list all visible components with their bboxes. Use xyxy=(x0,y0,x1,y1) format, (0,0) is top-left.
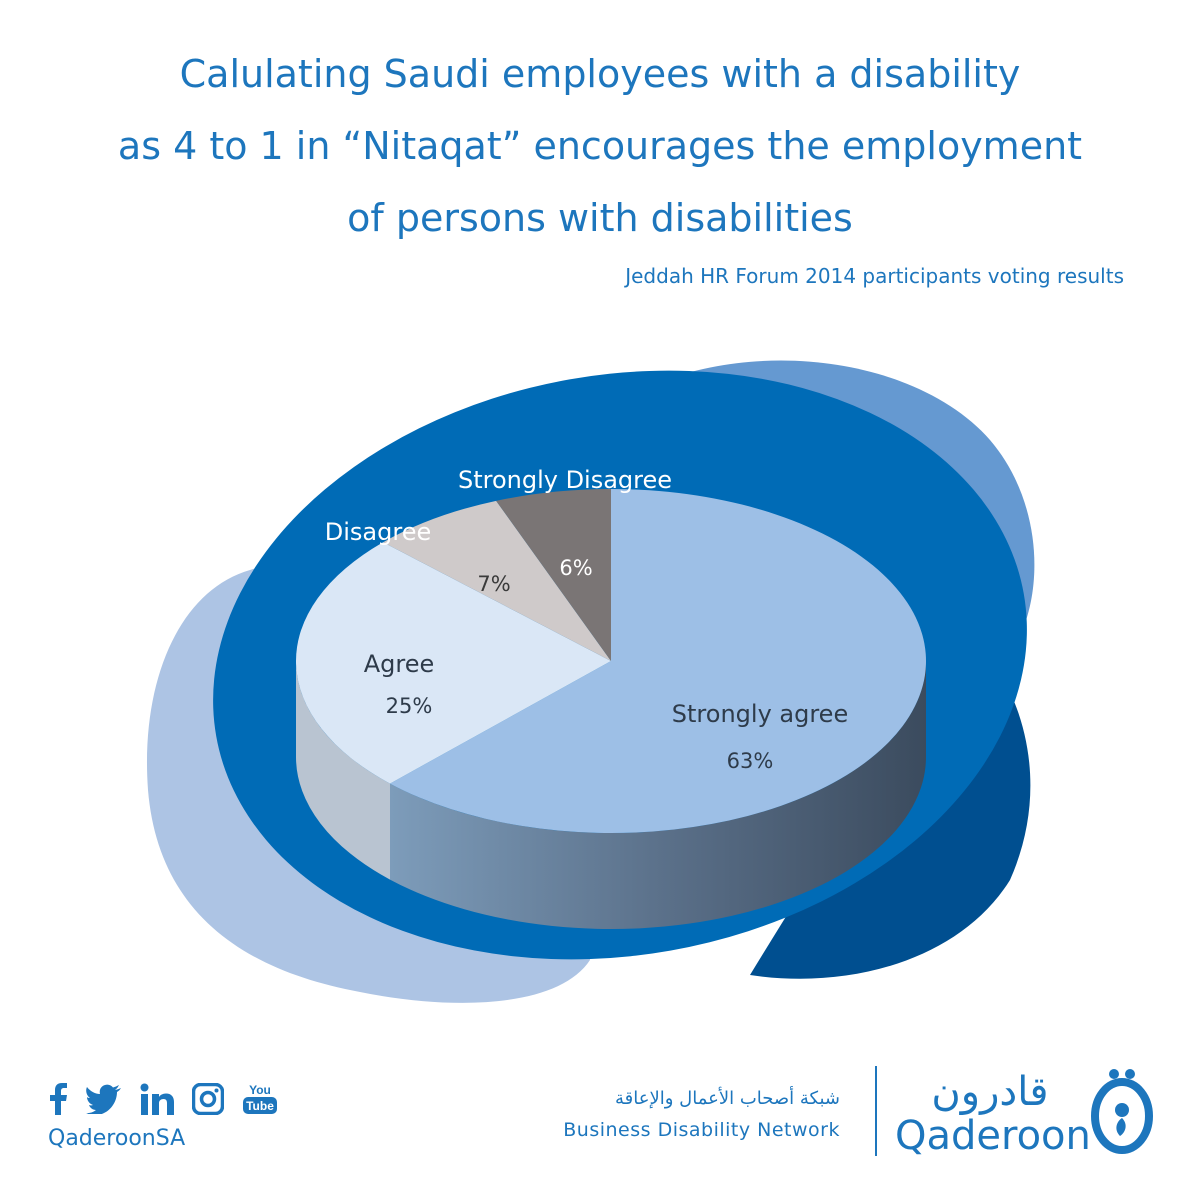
social-handle: QaderoonSA xyxy=(48,1126,186,1151)
linkedin-icon[interactable] xyxy=(140,1083,174,1115)
pie-group: Strongly agree 63% Agree 25% Disagree 7% Stron… xyxy=(296,466,927,929)
pie-slice-strongly-agree xyxy=(390,489,927,833)
network-name: شبكة أصحاب الأعمال والإعاقة Business Dis… xyxy=(540,1088,840,1141)
slice-label-3: Strongly Disagree xyxy=(458,466,672,494)
pie-slice-strongly-disagree xyxy=(496,489,611,661)
footer-divider xyxy=(875,1066,877,1156)
slice-value-1: 25% xyxy=(386,694,433,718)
slice-value-3: 6% xyxy=(559,556,592,580)
chart-subtitle: Jeddah HR Forum 2014 participants voting… xyxy=(625,264,1124,288)
facebook-icon[interactable] xyxy=(48,1083,68,1115)
pie-side-1 xyxy=(296,661,391,880)
title-line-2: as 4 to 1 in “Nitaqat” encourages the em… xyxy=(117,124,1083,168)
pie-slice-disagree xyxy=(383,500,611,661)
network-name-english: Business Disability Network xyxy=(563,1119,840,1141)
slice-label-2: Disagree xyxy=(325,518,431,546)
pie-side-0 xyxy=(390,661,927,929)
youtube-label-bottom: Tube xyxy=(246,1099,274,1113)
twitter-icon[interactable] xyxy=(86,1084,122,1114)
brand-name: قادرون Qaderoon xyxy=(895,1069,1091,1159)
slice-label-1: Agree xyxy=(364,650,435,678)
youtube-label-top: You xyxy=(249,1083,271,1097)
youtube-icon[interactable]: You Tube xyxy=(242,1082,278,1116)
instagram-icon[interactable] xyxy=(192,1083,224,1115)
slice-value-2: 7% xyxy=(477,572,510,596)
brand-name-english: Qaderoon xyxy=(895,1113,1091,1159)
page-title: Calulating Saudi employees with a disabi… xyxy=(0,38,1200,254)
social-links: You Tube QaderoonSA xyxy=(48,1082,278,1151)
pie-slice-agree xyxy=(296,542,611,784)
qaderoon-logo-icon xyxy=(1091,1069,1153,1154)
title-line-1: Calulating Saudi employees with a disabi… xyxy=(179,52,1021,96)
network-name-arabic: شبكة أصحاب الأعمال والإعاقة xyxy=(614,1088,840,1109)
slice-label-0: Strongly agree xyxy=(672,700,848,728)
slice-value-0: 63% xyxy=(727,749,774,773)
title-line-3: of persons with disabilities xyxy=(347,196,853,240)
brand-name-arabic: قادرون xyxy=(931,1069,1049,1115)
pie-chart: Strongly agree 63% Agree 25% Disagree 7% Stron… xyxy=(146,360,1035,1003)
